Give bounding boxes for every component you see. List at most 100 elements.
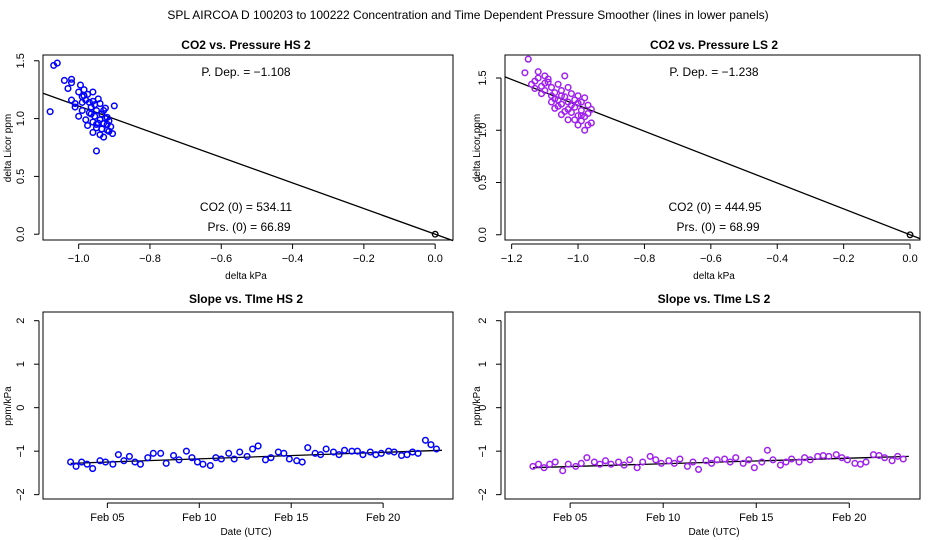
data-point <box>285 455 293 463</box>
data-point <box>529 462 537 470</box>
fit-line-segment <box>42 92 454 242</box>
data-point <box>665 457 673 465</box>
data-point <box>534 68 542 76</box>
plot-frame <box>504 54 921 241</box>
panel-co2-vs-pressure-ls: CO2 vs. Pressure LS 2 −1.2 −1.0 −0.8 −0.6 −0… <box>472 38 921 282</box>
data-point <box>702 457 710 465</box>
data-point <box>652 456 660 464</box>
data-point <box>100 106 108 115</box>
data-point <box>819 451 827 460</box>
panel-title: CO2 vs. Pressure HS 2 <box>181 38 311 52</box>
data-point <box>646 452 654 460</box>
data-point <box>414 449 422 457</box>
x-tick-label: −0.2 <box>833 253 855 265</box>
y-tick-label: 2 <box>15 318 27 324</box>
data-point <box>78 458 86 466</box>
data-point <box>577 459 585 467</box>
data-point <box>136 460 144 468</box>
data-point <box>583 454 591 462</box>
data-point <box>567 108 575 117</box>
data-point <box>750 464 758 472</box>
data-point <box>894 452 902 460</box>
data-point <box>584 101 592 109</box>
axes: Feb 05 Feb 10 Feb 15 Feb 20 −2 −1 0 1 2 <box>477 318 866 524</box>
y-axis-label: delta Licor ppm <box>472 114 483 182</box>
data-point <box>340 446 349 454</box>
data-point <box>71 100 79 108</box>
data-point <box>596 460 604 468</box>
panel-slope-vs-time-hs: Slope vs. TIme HS 2 Feb 05 Feb 10 Feb 15 Fe… <box>3 292 454 538</box>
data-point <box>739 459 747 467</box>
data-point <box>385 447 393 455</box>
plot-frame <box>42 54 454 241</box>
data-point <box>304 444 312 452</box>
data-point <box>557 92 565 100</box>
data-point <box>713 456 721 464</box>
data-point <box>89 128 97 137</box>
data-point <box>254 442 262 450</box>
data-point <box>574 112 582 120</box>
x-tick-label: Feb 20 <box>366 512 400 524</box>
data-point <box>110 102 118 110</box>
y-tick-label: 0.5 <box>15 169 27 184</box>
data-point <box>317 451 325 459</box>
data-point <box>206 461 214 470</box>
data-point <box>100 133 108 141</box>
data-point <box>537 90 546 98</box>
fit-line <box>504 76 921 240</box>
x-tick-label: −0.6 <box>700 253 722 265</box>
data-point <box>322 445 330 453</box>
data-point <box>298 458 306 466</box>
data-point <box>554 80 562 88</box>
data-point <box>862 458 870 466</box>
data-point <box>869 451 878 459</box>
data-point <box>559 467 567 475</box>
data-point <box>87 110 95 118</box>
x-tick-label: Feb 10 <box>182 512 216 524</box>
data-point <box>329 448 338 456</box>
data-point <box>120 457 128 465</box>
data-point <box>571 116 579 124</box>
x-tick-label: Feb 15 <box>739 512 773 524</box>
data-point <box>92 120 101 128</box>
data-point <box>149 449 157 457</box>
data-point <box>78 98 86 106</box>
data-point <box>199 460 207 468</box>
data-point <box>832 451 840 459</box>
data-point <box>567 101 575 109</box>
axes: −1.2 −1.0 −0.8 −0.6 −0.4 −0.2 0.0 0.0 0.5 1.0 1.5 <box>477 70 918 265</box>
y-tick-label: 0 <box>477 405 489 411</box>
data-point <box>91 101 99 109</box>
data-point <box>564 116 572 124</box>
data-point <box>544 75 552 83</box>
x-axis-label: Date (UTC) <box>688 527 739 538</box>
data-point <box>626 456 634 464</box>
data-point <box>683 462 691 470</box>
data-point <box>75 112 83 120</box>
page-title: SPL AIRCOA D 100203 to 100222 Concentrat… <box>167 8 768 22</box>
x-tick-label: −0.8 <box>634 253 656 265</box>
data-point <box>67 79 76 87</box>
panel-co2-vs-pressure-hs: CO2 vs. Pressure HS 2 −1.0 −0.8 −0.6 −0.4 −0… <box>3 38 454 282</box>
data-point <box>721 455 729 463</box>
trend-line-segment <box>532 455 909 469</box>
y-tick-label: −1 <box>15 445 27 458</box>
data-point <box>531 84 539 92</box>
data-point <box>694 465 703 473</box>
data-point <box>89 88 97 96</box>
data-point <box>101 458 110 466</box>
data-point <box>335 451 343 459</box>
data-point <box>620 461 628 469</box>
y-tick-label: 2 <box>477 318 489 324</box>
x-axis-label: Date (UTC) <box>220 527 271 538</box>
data-point <box>182 447 190 455</box>
y-tick-label: −1 <box>477 445 489 458</box>
data-point <box>574 121 582 129</box>
axes: −1.0 −0.8 −0.6 −0.4 −0.2 0.0 0.0 0.5 1.0 1.5 <box>15 53 443 265</box>
data-point <box>546 460 554 468</box>
data-points <box>521 55 595 134</box>
x-tick-label: Feb 05 <box>90 512 124 524</box>
plot-frame <box>42 311 454 500</box>
data-point <box>67 75 76 83</box>
